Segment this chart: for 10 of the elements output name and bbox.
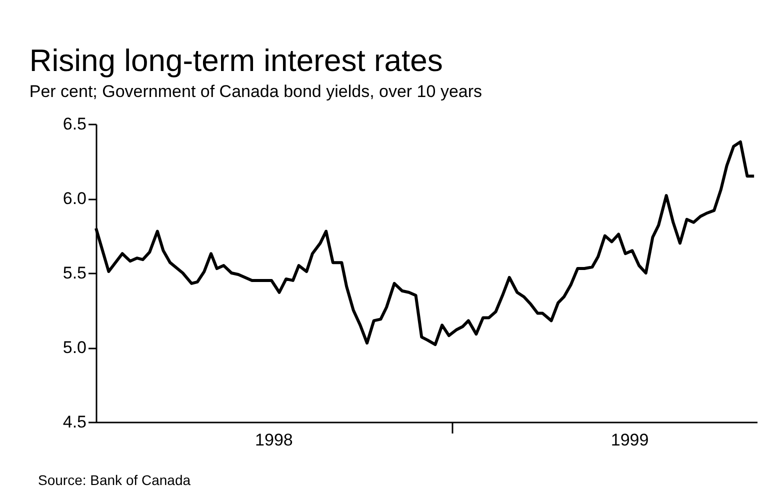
x-tick-label: 1999 bbox=[610, 430, 649, 450]
x-tick-label: 1998 bbox=[255, 430, 293, 450]
y-tick-label: 5.0 bbox=[62, 338, 86, 357]
chart-subtitle: Per cent; Government of Canada bond yields, over 10 years bbox=[29, 82, 482, 101]
y-tick-label: 4.5 bbox=[62, 412, 86, 432]
y-tick-label: 6.0 bbox=[62, 189, 86, 208]
y-tick-label: 6.5 bbox=[62, 114, 86, 134]
y-tick-label: 5.5 bbox=[62, 264, 86, 282]
chart-title: Rising long-term interest rates bbox=[29, 43, 443, 78]
source-note: Source: Bank of Canada bbox=[38, 472, 191, 488]
